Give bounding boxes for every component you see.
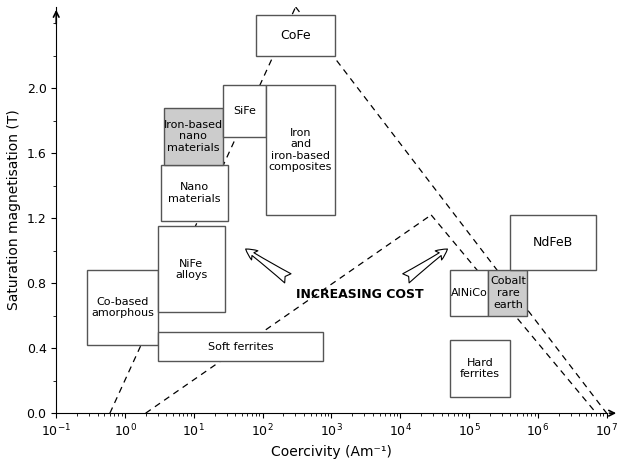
- Bar: [222, 85, 266, 137]
- Text: SiFe: SiFe: [233, 106, 256, 116]
- Text: Cobalt
rare
earth: Cobalt rare earth: [490, 276, 526, 309]
- Text: NdFeB: NdFeB: [533, 236, 573, 249]
- Bar: [266, 85, 335, 215]
- Text: Iron
and
iron-based
composites: Iron and iron-based composites: [269, 128, 332, 172]
- Bar: [450, 340, 510, 397]
- Text: CoFe: CoFe: [280, 29, 311, 42]
- Bar: [164, 108, 222, 164]
- Bar: [450, 270, 488, 315]
- Text: AlNiCo: AlNiCo: [451, 288, 488, 298]
- Bar: [256, 15, 335, 56]
- Text: Nano
materials: Nano materials: [168, 182, 221, 204]
- X-axis label: Coercivity (Am⁻¹): Coercivity (Am⁻¹): [271, 445, 392, 459]
- Bar: [488, 270, 528, 315]
- Bar: [161, 164, 228, 221]
- Bar: [510, 215, 596, 270]
- Text: Soft ferrites: Soft ferrites: [208, 342, 273, 351]
- Text: Co-based
amorphous: Co-based amorphous: [91, 297, 154, 318]
- Bar: [158, 226, 225, 312]
- Text: INCREASING COST: INCREASING COST: [296, 288, 424, 301]
- Text: NiFe
alloys: NiFe alloys: [175, 259, 208, 280]
- Text: Hard
ferrites: Hard ferrites: [460, 358, 500, 379]
- Bar: [87, 270, 158, 345]
- Bar: [158, 332, 323, 361]
- Y-axis label: Saturation magnetisation (T): Saturation magnetisation (T): [7, 110, 21, 310]
- Text: Iron-based
nano
materials: Iron-based nano materials: [164, 119, 222, 153]
